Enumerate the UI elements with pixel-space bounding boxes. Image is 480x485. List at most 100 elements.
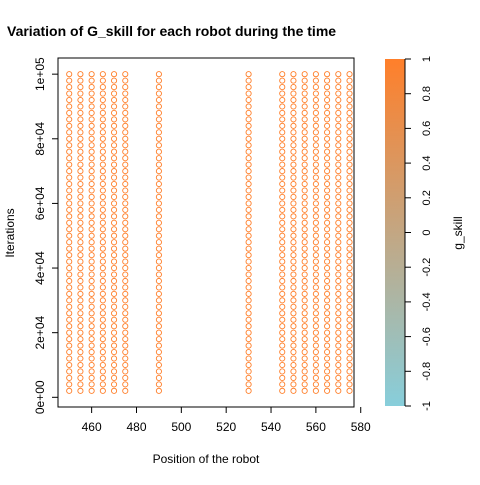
data-point (99, 368, 106, 375)
data-point (77, 232, 84, 239)
data-point (346, 239, 353, 246)
data-point (155, 271, 162, 278)
data-point (301, 342, 308, 349)
data-point (88, 84, 95, 91)
data-point (301, 297, 308, 304)
data-point (99, 387, 106, 394)
data-point (335, 310, 342, 317)
data-point (346, 374, 353, 381)
data-point (66, 180, 73, 188)
data-point (155, 168, 162, 175)
data-point (99, 168, 106, 175)
data-point (290, 258, 297, 265)
data-point (290, 232, 297, 239)
data-point (290, 226, 297, 233)
data-point (88, 187, 95, 194)
data-point (245, 387, 252, 394)
data-point (312, 174, 319, 181)
data-point (66, 258, 73, 265)
data-point (312, 303, 319, 310)
colorbar-axis: -1 -0.8 -0.6 -0.4 -0.2 0 0.2 0.4 0.6 0.8 1 (404, 56, 433, 411)
data-point (290, 148, 297, 155)
data-point (122, 342, 129, 349)
data-point (301, 336, 308, 343)
data-point (346, 245, 353, 252)
data-point (77, 271, 84, 278)
data-point (245, 161, 252, 168)
data-point (66, 336, 73, 343)
data-point (155, 381, 162, 388)
data-point (66, 103, 73, 110)
data-point (88, 310, 95, 317)
data-point (312, 135, 319, 142)
data-point (335, 258, 342, 265)
data-point (99, 381, 106, 388)
data-point (290, 135, 297, 142)
data-point (346, 284, 353, 291)
data-point (99, 277, 106, 285)
data-point (155, 374, 162, 381)
data-point (111, 284, 118, 291)
data-point (324, 122, 331, 129)
data-point (111, 219, 118, 226)
data-point (279, 387, 286, 394)
data-point (77, 277, 84, 285)
data-point (88, 342, 95, 349)
data-point (99, 252, 106, 259)
data-point (122, 168, 129, 175)
data-point (88, 284, 95, 291)
data-point (301, 193, 308, 200)
data-point (122, 161, 129, 168)
data-point (324, 323, 331, 330)
data-point (290, 252, 297, 259)
data-point (66, 206, 73, 213)
data-point (324, 129, 331, 136)
data-point (335, 374, 342, 381)
data-point (122, 77, 129, 84)
data-point (122, 245, 129, 252)
data-point (346, 168, 353, 175)
data-point (335, 349, 342, 356)
data-point (66, 129, 73, 136)
data-point (279, 109, 286, 116)
data-point (301, 355, 308, 362)
data-point (245, 290, 252, 297)
data-point (155, 264, 162, 272)
data-point (66, 200, 73, 207)
data-point (335, 361, 342, 369)
data-point (335, 336, 342, 343)
data-point (346, 361, 353, 369)
data-point (122, 103, 129, 110)
data-point (279, 84, 286, 91)
data-point (324, 316, 331, 323)
data-point (301, 180, 308, 188)
data-point (290, 368, 297, 375)
robot-series-550 (290, 71, 297, 394)
data-point (335, 277, 342, 285)
data-point (335, 303, 342, 310)
data-point (88, 213, 95, 220)
data-point (99, 303, 106, 310)
data-point (346, 90, 353, 97)
data-point (312, 187, 319, 194)
data-point (88, 122, 95, 129)
data-point (245, 219, 252, 226)
data-point (88, 155, 95, 162)
data-point (111, 103, 118, 110)
x-tick-label: 520 (216, 420, 236, 434)
y-axis-label: Iterations (3, 208, 17, 257)
data-point (245, 71, 252, 78)
data-point (111, 310, 118, 317)
data-point (111, 329, 118, 336)
data-point (122, 206, 129, 213)
data-point (312, 323, 319, 330)
data-point (290, 361, 297, 369)
data-point (77, 355, 84, 362)
data-point (245, 297, 252, 304)
data-point (335, 232, 342, 239)
data-point (335, 109, 342, 116)
data-point (346, 71, 353, 78)
data-point (122, 109, 129, 116)
data-point (155, 361, 162, 369)
data-point (66, 174, 73, 181)
